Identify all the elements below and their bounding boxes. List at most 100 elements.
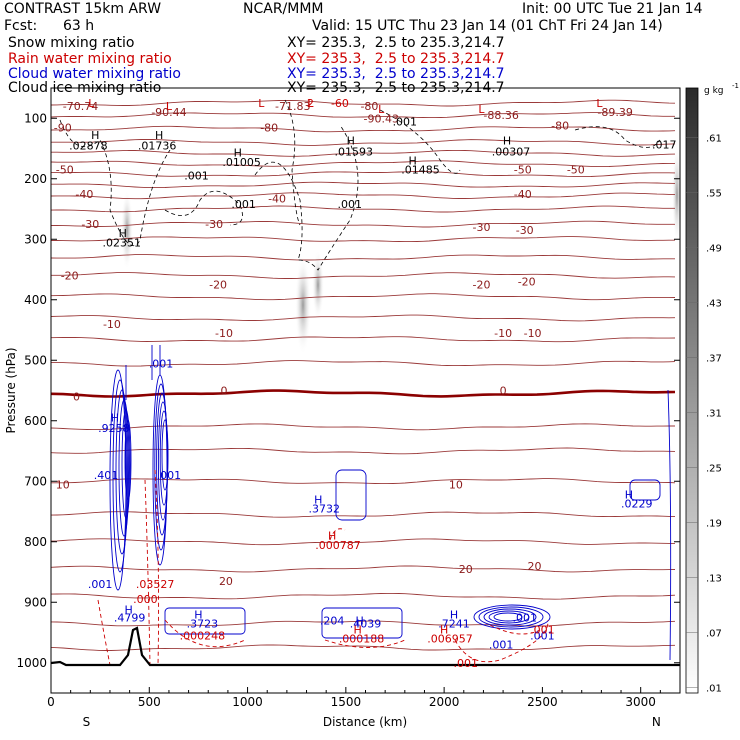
contour-labels: -70.74 -71.83 -80 -90.44 -90.43 -88.36 -89.39 -…: [54, 97, 677, 670]
isotherm-label-1: -71.83: [275, 100, 310, 113]
cloud-water-label-1: H: [111, 412, 119, 425]
cloud-water-label-17: H: [450, 608, 458, 621]
rain-contour-6: [454, 619, 549, 663]
snow-contour-0: [59, 119, 171, 246]
y-tick-label-5: 600: [24, 414, 47, 428]
isotherm-label-2: -80: [360, 100, 378, 113]
y-tick-label-1: 200: [24, 172, 47, 186]
snow-ice-label-3: .01736: [138, 139, 177, 152]
isotherm-16: [50, 336, 676, 343]
y-tick-label-9: 1000: [16, 656, 47, 670]
y-tick-label-2: 300: [24, 232, 47, 246]
cloud-water-label-14: .204: [320, 614, 345, 627]
rain-label-7: H: [440, 623, 448, 636]
isotherm-label-12: -50: [567, 164, 585, 177]
rain-label-10: .001: [530, 623, 555, 636]
x-tick-label-1: 500: [138, 695, 161, 709]
snow-ice-label-9: H: [234, 147, 242, 160]
colorbar: .61 .55 .49 .43 .37 .31 .25 .19 .13 .07 .01 g kg -1: [685, 82, 739, 695]
axes: 0 500 1000 1500 2000 2500 30001002003004005006…: [4, 87, 681, 729]
rain-contour-7: [489, 624, 541, 635]
cloud-east-3: [488, 610, 530, 624]
isotherm-label-16: -30: [81, 218, 99, 231]
isotherm-label-14: -40: [268, 193, 286, 206]
rain-label-0: H: [328, 530, 336, 543]
cloud-box-upper: [335, 469, 367, 521]
isotherm-label-24: -10: [103, 318, 121, 331]
cloud-box-west: [164, 607, 246, 635]
snow-ice-label-7: .00307: [492, 146, 531, 159]
y-tick-label-6: 700: [24, 474, 47, 488]
rain-label-6: .000188: [339, 633, 385, 646]
cloud-core-right-5: [161, 419, 169, 491]
isotherm-label-11: -50: [514, 164, 532, 177]
model-title: CONTRAST 15km ARW: [4, 1, 162, 17]
cloud-box-mid: [321, 607, 403, 639]
field-rain-name: Rain water mixing ratio: [8, 51, 172, 67]
cloud-core-left-1: [112, 379, 128, 573]
cloud-east-2: [483, 608, 537, 626]
rain-label-8: .006957: [427, 633, 473, 646]
x-tick-label-3: 1500: [331, 695, 362, 709]
colorbar-label-6: .25: [706, 464, 722, 475]
cloud-water-label-21: .001: [489, 639, 514, 652]
isotherm-label-30: 0: [500, 385, 507, 398]
isotherm-label-10: -50: [56, 164, 74, 177]
extremum-label-8: -60: [331, 97, 349, 110]
isotherm-label-29: 0: [220, 385, 227, 398]
cloud-water-label-16: .4039: [350, 617, 382, 630]
isotherm-12: [50, 254, 675, 261]
cloud-water-label-0: .001: [149, 357, 174, 370]
colorbar-label-8: .13: [706, 574, 722, 585]
init-time: Init: 00 UTC Tue 21 Jan 14: [522, 1, 703, 17]
cloud-towers: [125, 345, 161, 400]
snow-ice-label-0: H: [91, 129, 99, 142]
field-snow-xy: XY= 235.3, 2.5 to 235.3,214.7: [287, 35, 505, 51]
cloud-north-edge: [667, 389, 672, 661]
cloud-core-left-3: [118, 399, 130, 537]
cloud-water-label-19: .001: [512, 611, 537, 624]
isotherm-label-5: -88.36: [483, 109, 518, 122]
extremum-label-5: L: [478, 103, 485, 116]
isotherm-label-22: -20: [472, 279, 490, 292]
snow-ice-label-6: H: [503, 135, 511, 148]
isotherm-2: [50, 125, 676, 133]
colorbar-label-2: .49: [706, 244, 722, 255]
extremum-label-3: L: [307, 97, 314, 110]
extremum-label-1: L: [166, 100, 173, 113]
rain-contour-4: [329, 528, 346, 541]
isotherm-label-0: -70.74: [63, 100, 98, 113]
x-tick-label-0: 0: [47, 695, 55, 709]
cloud-core-left-4: [121, 409, 131, 519]
rain-contour-5: [324, 639, 406, 648]
isotherm-label-20: -20: [61, 270, 79, 283]
rain-label-1: .000787: [315, 539, 361, 552]
snow-contour-3: [379, 109, 461, 174]
rain-contour-1: [144, 479, 151, 666]
isotherm-label-6: -89.39: [597, 106, 632, 119]
snow-ice-label-16: .001: [338, 198, 363, 211]
ice-shade-2: [312, 250, 324, 320]
cloud-water-label-2: .9258: [98, 422, 130, 435]
isotherm-13: [51, 272, 676, 279]
colorbar-label-1: .55: [706, 189, 722, 200]
y-axis-title: Pressure (hPa): [4, 347, 18, 433]
cloud-core-left-0: [109, 369, 127, 591]
isotherm-label-18: -30: [472, 221, 490, 234]
isotherm-8: [50, 192, 675, 200]
cloud-water-label-20: .001: [530, 630, 555, 643]
fcst-value: 63 h: [63, 18, 95, 34]
y-tick-label-4: 500: [24, 353, 47, 367]
snow-ice-label-17: H: [119, 227, 127, 240]
colorbar-label-4: .37: [706, 354, 722, 365]
cloud-water-label-3: .401: [94, 469, 119, 482]
snow-ice-label-10: .01005: [222, 156, 261, 169]
cloud-water-label-11: .4799: [114, 611, 146, 624]
colorbar-ramp: [685, 87, 699, 694]
snow-ice-label-12: .01485: [401, 164, 440, 177]
ice-shade-0: [121, 190, 133, 270]
snow-ice-label-18: .02351: [103, 236, 142, 249]
snow-contour-1: [164, 190, 243, 226]
extremum-label-0: L: [88, 97, 95, 110]
